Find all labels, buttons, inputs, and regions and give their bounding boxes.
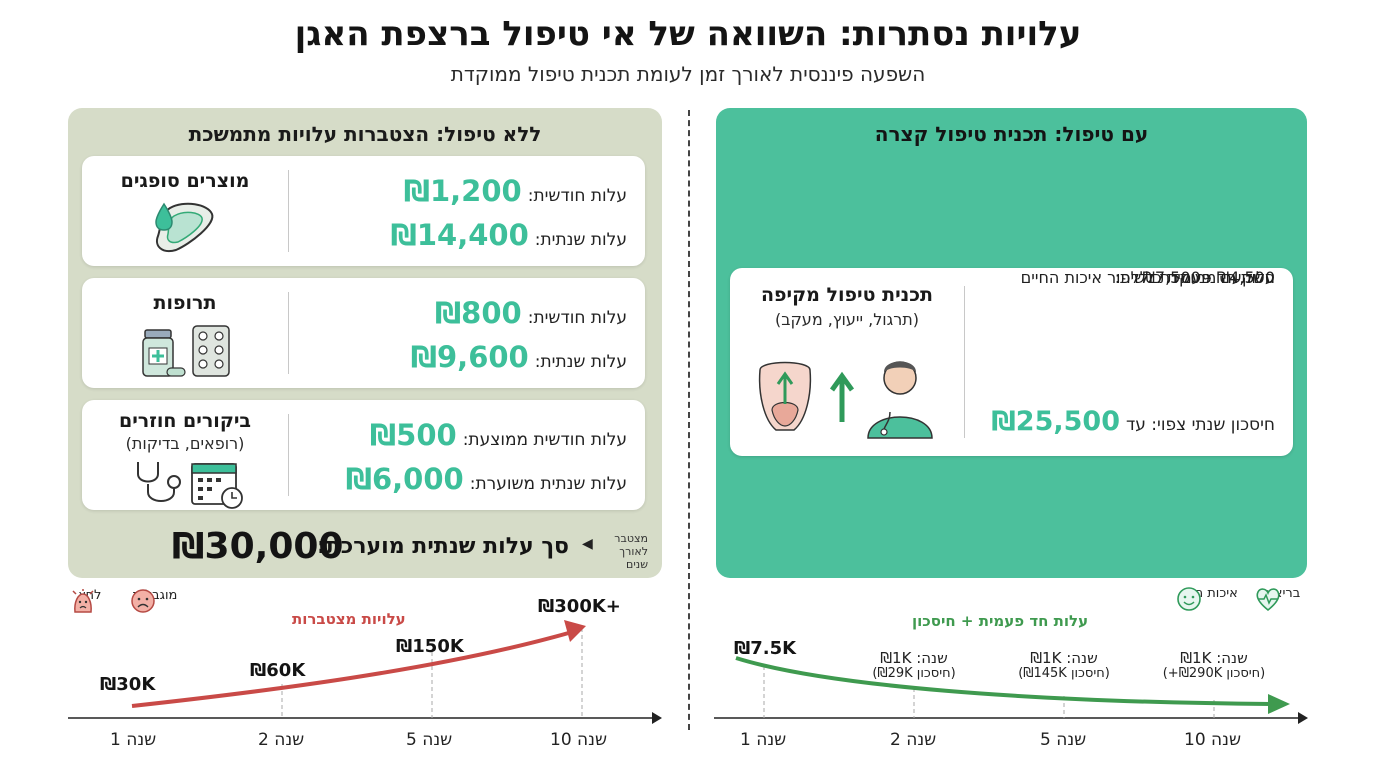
cost-card-subtitle: (רופאים, בדיקות) [125, 434, 245, 453]
page-title: עלויות נסתרות: השוואה של אי טיפול ברצפת … [294, 14, 1082, 54]
stethoscope-calendar-icon [82, 458, 288, 510]
cost-trend-graphic [68, 620, 662, 724]
savings-trend-title: עלות חד פעמית + חיסכון [912, 612, 1089, 630]
annual-cost-value: ₪9,600 [410, 340, 529, 374]
one-time-cost-label: עלות חד פעמית כוללת: [1114, 268, 1275, 287]
cost-trend-title: עלויות מצטברות [292, 610, 406, 628]
with-treatment-panel: עם טיפול: תכנית טיפול קצרה תכנית טיפול מ… [716, 108, 1307, 578]
heart-pulse-icon [1256, 588, 1280, 612]
annual-cost-label: עלות שנתית: [534, 352, 627, 372]
stress-face-icon [72, 589, 94, 613]
pelvis-therapist-icon [750, 350, 950, 440]
health-indicator: בריאות [1254, 586, 1308, 612]
without-treatment-title: ללא טיפול: הצטברות עלויות מתמשכת [188, 122, 542, 146]
total-annual-cost: מצטבר לאורך שנים ◀ סך עלות שנתית מוערכת: … [82, 526, 648, 571]
medication-icon [82, 320, 288, 380]
quality-of-life-indicator: איכות חיים [1176, 586, 1242, 611]
annual-cost-value: ₪14,400 [390, 218, 529, 252]
plan-subtitle: (תרגול, ייעוץ, מעקב) [774, 310, 920, 329]
center-divider [688, 110, 690, 730]
sad-face-icon [131, 589, 155, 613]
monthly-cost-label: עלות חודשית: [527, 186, 627, 206]
point-label-year-5: ₪150K [396, 636, 464, 657]
axis-year-2: שנה 2 [890, 730, 937, 750]
monthly-cost-label: עלות חודשית ממוצעת: [462, 430, 627, 450]
cost-card-name: ביקורים חוזרים [118, 410, 252, 432]
monthly-cost-value: ₪800 [434, 296, 522, 330]
axis-year-5: שנה 5 [406, 730, 453, 750]
axis-year-10: שנה 10 [550, 730, 608, 750]
without-treatment-panel: ללא טיפול: הצטברות עלויות מתמשכת מוצרים … [68, 108, 662, 578]
year-saving: (חיסכון ₪29K) [872, 666, 956, 681]
year-5-point: שנה: ₪1K (חיסכון ₪145K) [1002, 650, 1126, 682]
point-label-year-10: ₪300K+ [538, 596, 621, 617]
savings-trend-graphic [714, 656, 1308, 724]
card-separator [288, 292, 289, 374]
annual-cost-value: ₪6,000 [345, 462, 464, 496]
page-subtitle: השפעה פיננסית לאורך זמן לעומת תכנית טיפו… [450, 62, 926, 86]
year-10-point: שנה: ₪1K (חיסכון ₪290K+) [1152, 650, 1276, 682]
axis-year-5: שנה 5 [1040, 730, 1087, 750]
year-saving: (חיסכון ₪290K+) [1162, 666, 1266, 681]
cost-card-name: תרופות [153, 292, 217, 314]
happy-face-icon [1177, 587, 1201, 611]
savings-trend: בריאות איכות חיים עלות חד פעמית + חיסכון… [706, 580, 1316, 768]
axis-year-10: שנה 10 [1184, 730, 1242, 750]
investment-note: השקעה ממוקדת לשיפור איכות החיים [1020, 268, 1275, 287]
cost-card-visits: ביקורים חוזרים (רופאים, בדיקות) עלות חוד… [82, 400, 645, 510]
saving-label: חיסכון שנתי צפוי: עד [1125, 415, 1275, 435]
year-cost: שנה: ₪1K [880, 649, 948, 667]
monthly-cost-label: עלות חודשית: [527, 308, 627, 328]
absorbent-pad-icon [82, 200, 288, 256]
stress-mood: לחץ [70, 588, 110, 613]
axis-year-1: שנה 1 [740, 730, 787, 750]
cost-card-absorbent: מוצרים סופגים עלות חודשית: ₪1,200 עלות ש… [82, 156, 645, 266]
year-cost: שנה: ₪1K [1180, 649, 1248, 667]
with-treatment-title: עם טיפול: תכנית טיפול קצרה [874, 122, 1149, 146]
accumulation-note: מצטבר לאורך שנים [614, 532, 648, 571]
card-separator [288, 170, 289, 252]
annual-saving: חיסכון שנתי צפוי: עד ₪25,500 [980, 406, 1275, 437]
cost-card-name: מוצרים סופגים [120, 170, 250, 192]
monthly-cost-value: ₪500 [369, 418, 457, 452]
monthly-cost-value: ₪1,200 [403, 174, 522, 208]
total-label: סך עלות שנתית מוערכת: [316, 534, 569, 559]
card-separator [288, 414, 289, 496]
card-separator [964, 286, 965, 438]
start-cost-label: ₪7.5K [734, 638, 797, 659]
annual-cost-label: עלות שנתית משוערת: [469, 474, 627, 494]
year-cost: שנה: ₪1K [1030, 649, 1098, 667]
axis-year-2: שנה 2 [258, 730, 305, 750]
total-value: ₪30,000 [172, 526, 344, 567]
point-label-year-1: ₪30K [100, 674, 156, 695]
annual-cost-label: עלות שנתית: [534, 230, 627, 250]
caret-left-icon: ◀ [582, 536, 593, 552]
limitation-mood: מוגבלות [130, 588, 180, 613]
cost-card-medication: תרופות עלות חודשית: ₪800 עלו [82, 278, 645, 388]
plan-name: תכנית טיפול מקיפה [760, 284, 934, 306]
point-label-year-2: ₪60K [250, 660, 306, 681]
cost-accumulation-trend: לחץ מוגבלות עלויות מצטברות ₪30K ₪60K ₪15… [60, 580, 670, 768]
year-2-point: שנה: ₪1K (חיסכון ₪29K) [856, 650, 972, 682]
one-time-cost-value: ₪7,500 - ₪4,500 [1142, 268, 1275, 287]
axis-year-1: שנה 1 [110, 730, 157, 750]
treatment-plan-card: תכנית טיפול מקיפה (תרגול, ייעוץ, מעקב) ע… [730, 268, 1293, 456]
year-saving: (חיסכון ₪145K) [1018, 666, 1110, 681]
saving-value: ₪25,500 [991, 406, 1120, 437]
